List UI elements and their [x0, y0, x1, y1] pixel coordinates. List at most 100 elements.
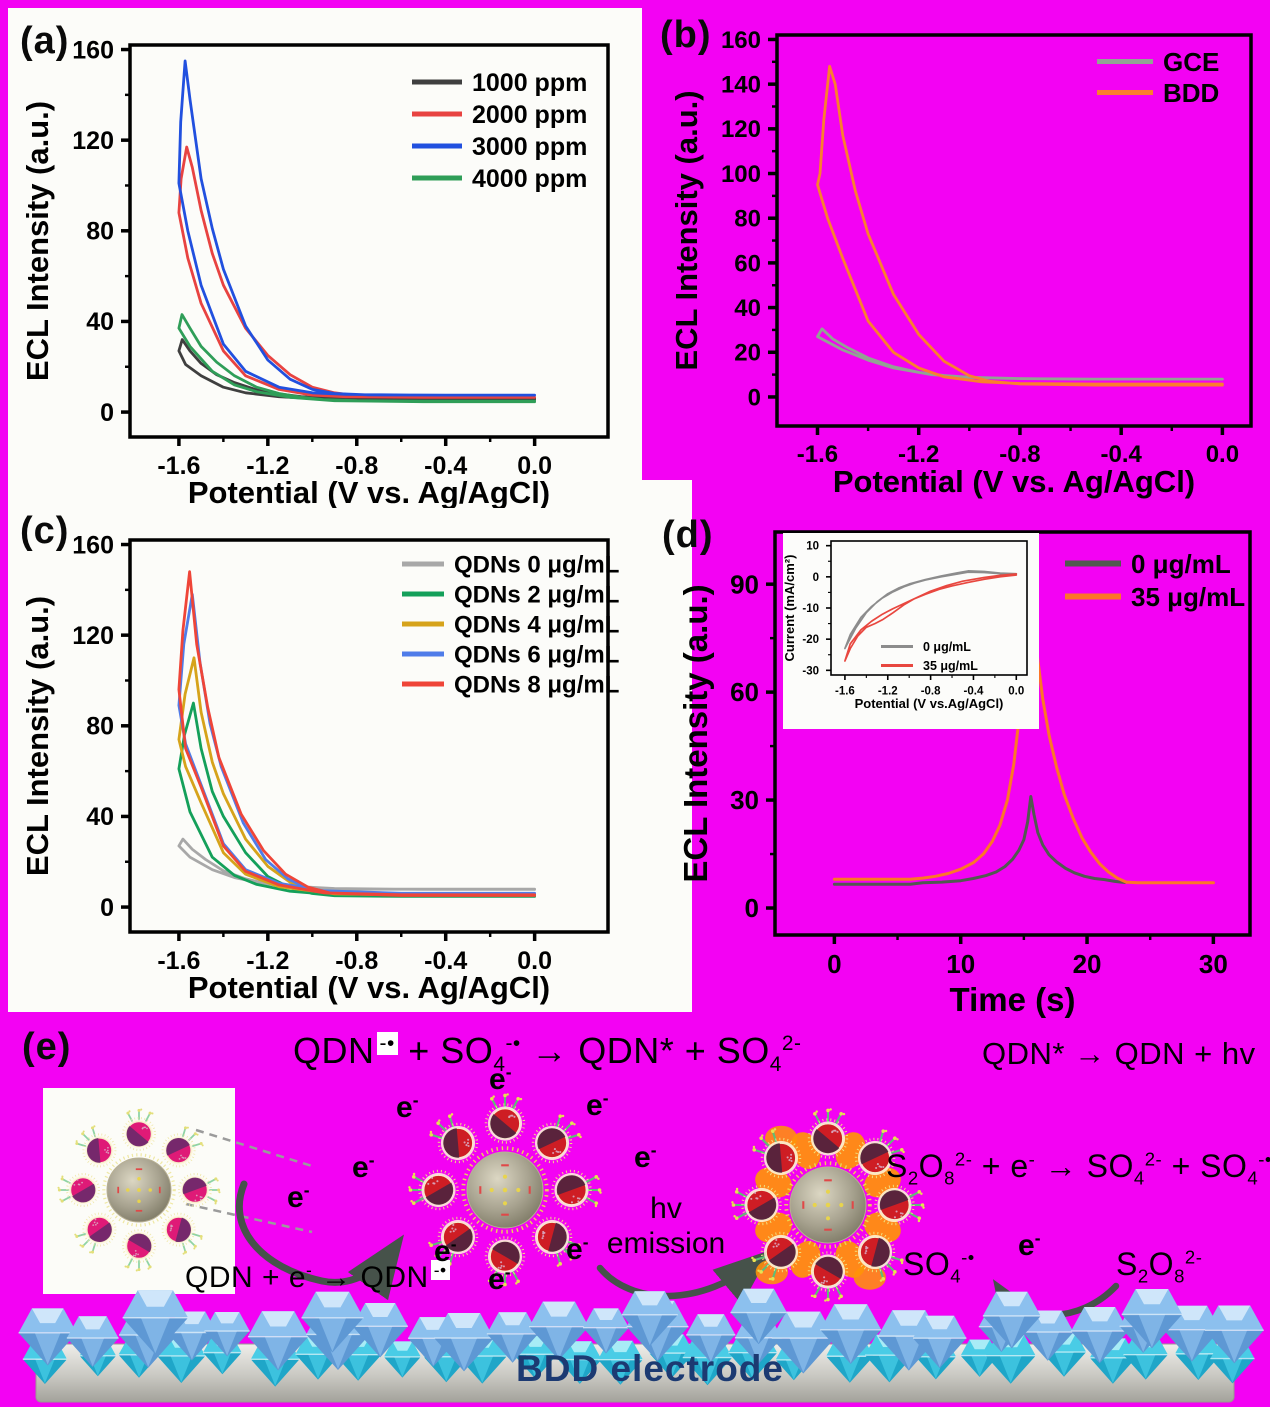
- x-axis-title: Time (s): [950, 981, 1076, 1018]
- series-gce: [816, 327, 1224, 381]
- electron-label: e-: [1018, 1228, 1041, 1262]
- y-tick-label: 120: [72, 127, 114, 155]
- legend-label: 0 μg/mL: [923, 640, 971, 654]
- reaction-qdn-excited-emission: QDN* → QDN + hv: [982, 1036, 1256, 1071]
- ecl-vs-time-chart-d: 0 10 20 30 0 30 60 90 Time (s) ECL Intensity (a.u…: [645, 508, 1270, 1033]
- x-tick-label: 30: [1199, 949, 1228, 979]
- diamond-icon: [1071, 1307, 1129, 1364]
- legend-label: QDNs 8 μg/mL: [454, 672, 619, 699]
- y-tick-label: 60: [730, 677, 759, 707]
- series-1000-ppm: [177, 338, 536, 402]
- legend-label: BDD: [1163, 78, 1219, 108]
- panel-label-e: (e): [22, 1026, 72, 1068]
- diamond-icon: [486, 1312, 539, 1363]
- series-35-g-ml: [844, 573, 1018, 662]
- diamond-icon: [383, 1341, 421, 1378]
- plot-frame: [773, 530, 1252, 937]
- panel-label-a: (a): [20, 20, 70, 62]
- diamond-icon: [301, 1291, 364, 1353]
- x-tick-label: 0.0: [517, 452, 552, 480]
- series-0-g-ml: [844, 570, 1018, 650]
- x-axis-title: Potential (V vs. Ag/AgCl): [188, 475, 550, 508]
- x-tick-label: -1.6: [157, 947, 200, 975]
- legend-label: 3000 ppm: [472, 133, 587, 161]
- legend-label: 2000 ppm: [472, 101, 587, 129]
- y-tick-label: 40: [86, 803, 114, 831]
- series-qdns-6-g-ml: [177, 593, 536, 895]
- diamond-icon: [434, 1313, 494, 1372]
- diamond-icon: [820, 1304, 882, 1364]
- panel-ac-background: [8, 8, 642, 1012]
- diamond-icon: [582, 1308, 629, 1354]
- y-tick-label: 0: [100, 894, 114, 922]
- electron-label: e-: [634, 1140, 657, 1174]
- qdn-nanoparticle-icon: [57, 1108, 221, 1272]
- diamond-icon: [352, 1303, 408, 1358]
- plot-frame: [830, 540, 1028, 676]
- legend-label: 4000 ppm: [472, 165, 587, 193]
- x-tick-label: 0.0: [517, 947, 552, 975]
- series-4000-ppm: [177, 313, 536, 404]
- cv-inset-chart: -1.6 -1.2 -0.8 -0.4 0.0 10 0 -10 -20 -30 Potential…: [783, 533, 1039, 729]
- ecl-vs-potential-chart-c: -1.6 -1.2 -0.8 -0.4 0.0 0 40 80 120 160 Potential …: [8, 500, 692, 1016]
- y-tick-label: 80: [86, 713, 114, 741]
- x-tick-label: -0.4: [424, 452, 467, 480]
- plot-frame: [128, 43, 610, 439]
- diamond-icon: [1121, 1289, 1183, 1349]
- legend-label: QDNs 6 μg/mL: [454, 642, 619, 669]
- x-tick-label: -0.4: [1100, 441, 1142, 468]
- y-axis-title: ECL Intensity (a.u.): [677, 584, 714, 882]
- y-tick-label: 0: [748, 384, 761, 411]
- reaction-persulfate: S2O82-: [1116, 1246, 1203, 1287]
- diamond-icon: [597, 1340, 643, 1385]
- y-tick-label: 120: [721, 116, 761, 143]
- y-tick-label: 0: [745, 893, 759, 923]
- y-tick-label: 100: [721, 161, 761, 188]
- diamond-icon: [686, 1314, 736, 1363]
- y-tick-label: 160: [721, 27, 761, 54]
- x-axis-title: Potential (V vs. Ag/AgCl): [833, 464, 1195, 499]
- x-tick-label: 0.0: [1206, 441, 1239, 468]
- legend-label: QDNs 0 μg/mL: [454, 552, 619, 579]
- series-bdd: [816, 64, 1224, 387]
- diamond-icon: [18, 1308, 77, 1366]
- x-tick-label: 10: [946, 949, 975, 979]
- legend-label: QDNs 4 μg/mL: [454, 612, 619, 639]
- callout-dashed-line: [195, 1128, 313, 1168]
- x-tick-label: -1.2: [898, 441, 939, 468]
- panel-label-b: (b): [660, 14, 712, 56]
- electron-label: e-: [434, 1234, 457, 1268]
- y-tick-label: 80: [86, 218, 114, 246]
- y-tick-label: 160: [72, 36, 114, 64]
- y-tick-label: 0: [100, 399, 114, 427]
- series-qdns-8-g-ml: [177, 570, 536, 897]
- electron-transfer-arrow: [235, 1180, 405, 1301]
- legend-label: 35 μg/mL: [923, 659, 978, 673]
- x-tick-label: 0.0: [1008, 686, 1024, 698]
- legend-label: 0 μg/mL: [1131, 549, 1231, 579]
- panel-label-c: (c): [20, 510, 70, 552]
- qdn-nanoparticle-icon: [731, 1108, 925, 1302]
- electron-label: e-: [586, 1088, 609, 1122]
- ecl-vs-potential-chart-a: -1.6 -1.2 -0.8 -0.4 0.0 0 40 80 120 160 Potential …: [8, 8, 648, 508]
- diamond-icon: [529, 1301, 589, 1360]
- y-tick-label: -10: [802, 603, 819, 615]
- reaction-qdn-reduction: QDN + e- → QDN -•: [185, 1260, 450, 1295]
- electron-label: e-: [352, 1150, 375, 1184]
- ecl-vs-potential-chart-b: -1.6 -1.2 -0.8 -0.4 0.0 0 20 40 60 80 100 120 140 160…: [645, 8, 1265, 508]
- y-tick-label: 30: [730, 785, 759, 815]
- x-tick-label: -0.4: [424, 947, 467, 975]
- legend-label: GCE: [1163, 47, 1219, 77]
- y-tick-label: 40: [734, 295, 761, 322]
- x-tick-label: -1.2: [878, 686, 898, 698]
- x-tick-label: 20: [1073, 949, 1102, 979]
- hv-label-line1: hv: [650, 1192, 682, 1225]
- diamond-icon: [1204, 1305, 1264, 1364]
- electron-label: e-: [488, 1262, 511, 1296]
- reaction-persulfate-reduction: S2O82- + e- → SO42- + SO4-•: [886, 1148, 1270, 1189]
- electron-label: e-: [287, 1180, 310, 1214]
- y-tick-label: 10: [806, 541, 819, 553]
- hv-label-line2: emission: [606, 1226, 726, 1260]
- plot-frame: [128, 538, 610, 934]
